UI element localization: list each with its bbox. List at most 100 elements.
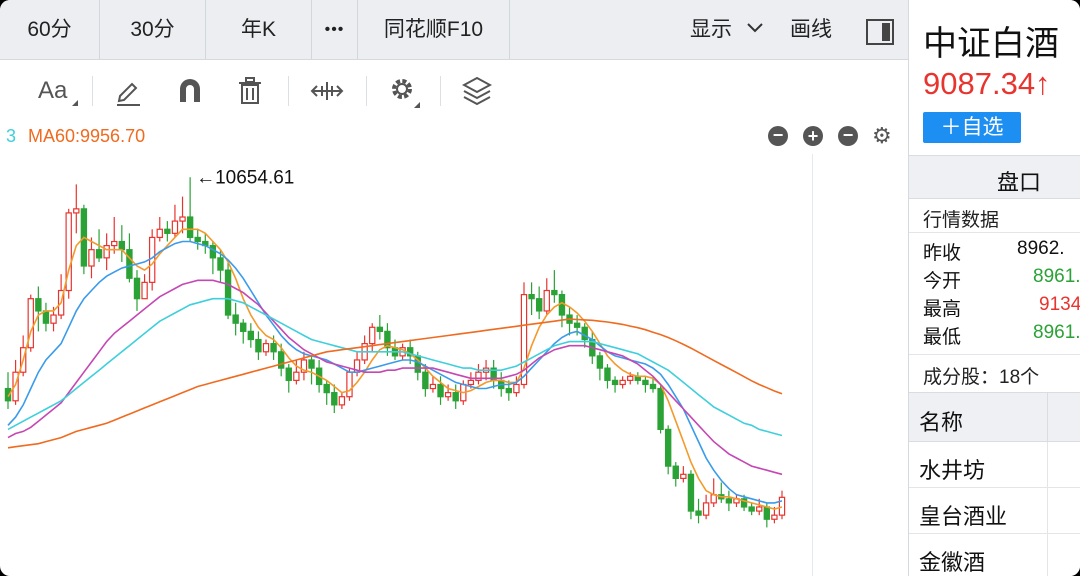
candle-up	[103, 244, 110, 259]
list-item[interactable]: 金徽酒	[909, 534, 1080, 576]
candle-down	[232, 314, 239, 324]
display-menu[interactable]: 显示	[690, 0, 764, 59]
candle-up	[513, 383, 520, 394]
candle-down	[740, 498, 748, 508]
candle-up	[50, 314, 57, 324]
candle-up	[619, 379, 626, 386]
candle-down	[452, 392, 459, 402]
candle-down	[611, 379, 619, 386]
candle-up	[627, 375, 634, 381]
candle-down	[687, 473, 695, 512]
candle-up	[680, 473, 687, 480]
candle-down	[384, 330, 391, 349]
candlestick-chart[interactable]: ←10654.611060010400102001000098009600940…	[0, 154, 908, 576]
candle-down	[4, 387, 12, 402]
stock-name: 金徽酒	[919, 550, 986, 575]
quote-label: 最低	[923, 327, 962, 348]
list-item[interactable]: 皇台酒业	[909, 488, 1080, 534]
candle-down	[535, 298, 543, 312]
column-divider	[1047, 488, 1048, 534]
quote-value: 8961.	[1033, 266, 1080, 287]
candle-down	[42, 310, 50, 324]
quote-high: 最高 9134	[923, 294, 1080, 321]
zoom-out-button[interactable]: −	[768, 126, 788, 146]
collapse-button[interactable]: −	[838, 126, 858, 146]
period-tab-bar: 60分 30分 年K ••• 同花顺F10 显示 画线	[0, 0, 908, 60]
list-item[interactable]: 水井坊	[909, 442, 1080, 488]
index-price: 9087.34↑	[923, 66, 1051, 101]
divider	[909, 354, 1080, 355]
indicator-bar: 3 MA60:9956.70 − + − ⚙	[0, 122, 908, 154]
candle-down	[118, 240, 126, 251]
candle-down	[649, 383, 657, 390]
candle-down	[308, 359, 315, 369]
zoom-in-button[interactable]: +	[803, 126, 823, 146]
ma-line-ma-purple	[7, 279, 783, 476]
tab-60min[interactable]: 60分	[0, 0, 100, 59]
candle-down	[725, 498, 733, 504]
candle-up	[429, 383, 437, 390]
candle-up	[771, 514, 778, 520]
candle-down	[194, 236, 201, 243]
quote-label: 昨收	[923, 243, 962, 264]
ma60-value: MA60:9956.70	[28, 126, 146, 146]
candle-up	[475, 371, 482, 381]
candle-up	[171, 220, 179, 234]
tab-f10[interactable]: 同花顺F10	[358, 0, 510, 59]
candle-up	[148, 236, 156, 283]
horizontal-resize-icon[interactable]	[310, 74, 344, 108]
candle-down	[277, 351, 285, 369]
candle-up	[346, 371, 353, 398]
candle-down	[695, 510, 702, 516]
candle-down	[240, 322, 247, 332]
candle-down	[528, 294, 535, 300]
pankou-header[interactable]: 盘口	[909, 155, 1080, 199]
candle-down	[558, 294, 566, 316]
toolbar-divider	[366, 76, 367, 106]
table-header: 名称	[909, 392, 1080, 443]
font-tool-button[interactable]: Aa	[38, 74, 78, 108]
ma-line-ma60	[7, 318, 783, 449]
drawing-toolbar: Aa	[0, 60, 908, 123]
candle-down	[331, 392, 338, 406]
ma-line-ma-blue	[7, 240, 783, 504]
add-watchlist-button[interactable]: ＋自选	[923, 112, 1021, 143]
trash-icon[interactable]	[236, 74, 264, 108]
draw-line-button[interactable]: 画线	[790, 18, 832, 41]
toolbar-divider	[92, 76, 93, 106]
candle-down	[247, 330, 255, 341]
panel-toggle-icon[interactable]	[866, 19, 894, 45]
candle-up	[520, 294, 528, 386]
index-title: 中证白酒	[923, 25, 1059, 63]
quote-open: 今开 8961.	[923, 266, 1080, 293]
quote-label: 最高	[923, 299, 962, 320]
candle-down	[664, 428, 672, 467]
candle-up	[65, 212, 72, 292]
candle-down	[748, 506, 755, 512]
column-divider	[1047, 393, 1048, 443]
candle-up	[293, 371, 300, 381]
tab-more[interactable]: •••	[312, 0, 358, 59]
layers-icon[interactable]	[462, 74, 492, 108]
chart-settings-icon[interactable]: ⚙	[872, 123, 892, 148]
gear-icon[interactable]	[388, 74, 420, 108]
tab-yearly-k[interactable]: 年K	[206, 0, 312, 59]
pen-icon[interactable]	[114, 74, 142, 108]
stock-name: 水井坊	[919, 458, 986, 483]
tab-30min[interactable]: 30分	[100, 0, 206, 59]
candle-down	[270, 343, 277, 353]
candle-down	[596, 355, 604, 369]
candle-up	[702, 502, 710, 516]
candle-up	[262, 343, 270, 353]
candle-down	[763, 506, 771, 520]
candle-up	[444, 392, 452, 398]
magnet-icon[interactable]	[175, 74, 205, 108]
candle-up	[27, 298, 34, 349]
candle-up	[141, 281, 148, 300]
candle-up	[156, 228, 163, 239]
y-axis	[812, 154, 909, 576]
quote-low: 最低 8961.	[923, 322, 1080, 349]
candle-down	[376, 326, 384, 332]
candle-up	[467, 379, 475, 386]
